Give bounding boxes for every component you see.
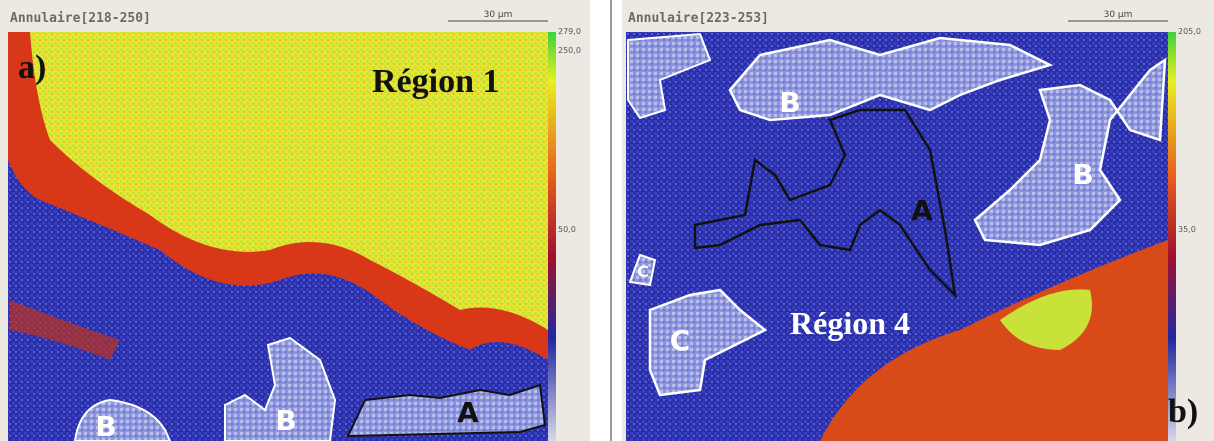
zone-outline (693, 108, 957, 299)
panel-label: b) (1168, 393, 1198, 430)
zone-outline (346, 383, 547, 438)
panel-label: a) (18, 49, 46, 86)
zone-outline (648, 288, 768, 397)
zone-outline (728, 36, 1054, 122)
map-zone (10, 300, 120, 360)
colorbar-label: 50,0 (558, 225, 576, 234)
panel-header: Annulaire[218-250] (10, 11, 151, 26)
map-zone (1000, 289, 1092, 350)
colorbar (1168, 32, 1176, 441)
zone-outline (628, 253, 657, 287)
region-label: Région 1 (372, 63, 500, 100)
zone-label: B (779, 86, 800, 119)
scale-label: 30 µm (484, 10, 513, 20)
zone-label: B (95, 410, 116, 441)
zone-outline (973, 57, 1167, 247)
panel-a: Annulaire[218-250] 30 µm 279,0 250,0 50,… (0, 0, 590, 441)
scale-label: 30 µm (1104, 10, 1133, 20)
region-label: Région 4 (790, 305, 910, 341)
panel-header: Annulaire[223-253] (628, 11, 769, 26)
zone-label: A (911, 194, 933, 227)
zone-label: A (457, 396, 479, 429)
zone-outline (73, 398, 172, 441)
zone-label: B (275, 404, 296, 437)
colorbar-label: 35,0 (1178, 225, 1196, 234)
panel-b: Annulaire[223-253] 30 µm 205,0 35,0 b) R… (622, 0, 1214, 441)
colorbar-label: 279,0 (558, 27, 581, 36)
colorbar-label: 250,0 (558, 46, 581, 55)
zone-outline (224, 336, 337, 441)
colorbar-label: 205,0 (1178, 27, 1201, 36)
colorbar (548, 32, 556, 441)
zone-label: B (1072, 158, 1093, 191)
zone-outline (627, 32, 712, 120)
map-zone (30, 32, 548, 330)
zone-label: C (637, 262, 649, 281)
zone-label: C (670, 324, 691, 357)
